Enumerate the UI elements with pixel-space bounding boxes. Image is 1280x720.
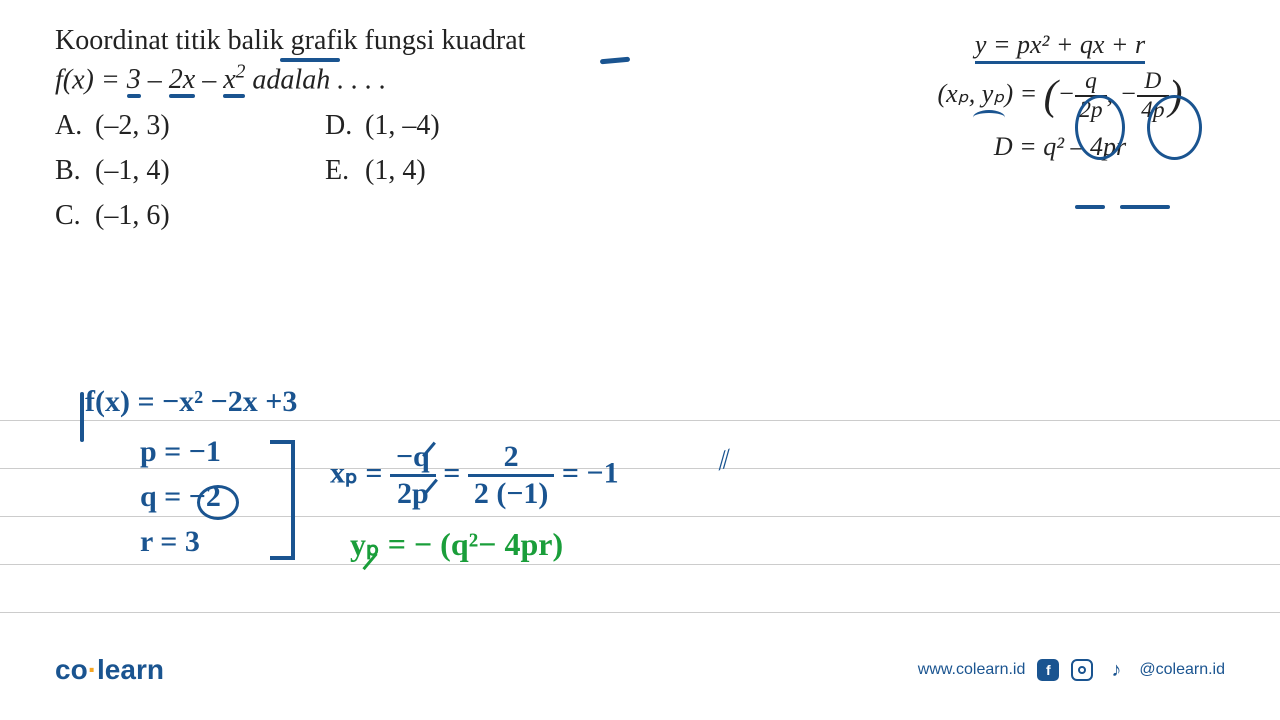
hw-fx: f(x) = −x² −2x +3 — [85, 385, 297, 419]
hw-q: q = −2 — [140, 480, 221, 514]
fx-bracket — [80, 392, 84, 442]
adalah: adalah . . . . — [245, 64, 386, 95]
option-a: A.(–2, 3) — [55, 104, 325, 149]
term-xsq: x2 — [223, 64, 245, 95]
option-d: D.(1, –4) — [325, 104, 595, 149]
formula-y: y = px² + qx + r — [910, 30, 1210, 60]
arc-xpyp — [973, 110, 1005, 125]
logo-dot-icon: · — [88, 654, 97, 685]
term-2x: 2x — [169, 64, 195, 95]
hw-p: p = −1 — [140, 435, 221, 469]
tiktok-icon: ♪ — [1105, 659, 1127, 681]
footer-url: www.colearn.id — [918, 661, 1026, 679]
term-3: 3 — [127, 64, 141, 95]
facebook-icon: f — [1037, 659, 1059, 681]
hw-r: r = 3 — [140, 525, 200, 559]
formula-reference: y = px² + qx + r (xₚ, yₚ) = (−q2p, −D4p)… — [910, 30, 1210, 162]
formula-vertex: (xₚ, yₚ) = (−q2p, −D4p) — [910, 68, 1210, 124]
fx-prefix: f(x) = — [55, 64, 127, 95]
hw-yp: yₚ = − (q²− 4pr) — [350, 525, 563, 563]
logo: co·learn — [55, 654, 164, 686]
question-line1: Koordinat titik balik grafik fungsi kuad… — [55, 20, 655, 62]
footer: co·learn www.colearn.id f ♪ @colearn.id — [0, 645, 1280, 695]
bracket-pqr — [270, 440, 295, 560]
options-grid: A.(–2, 3) D.(1, –4) B.(–1, 4) E.(1, 4) C… — [55, 104, 655, 238]
logo-co: co — [55, 654, 88, 685]
underline-balik — [280, 58, 340, 62]
formula-d: D = q² – 4pr — [910, 132, 1210, 162]
option-b: B.(–1, 4) — [55, 149, 325, 194]
underline-4pr — [1120, 205, 1170, 209]
hw-xp: xₚ = −q 2p = 2 2 (−1) = −1 — [330, 440, 619, 511]
footer-handle: @colearn.id — [1139, 661, 1225, 679]
logo-learn: learn — [97, 654, 164, 685]
question-line2: f(x) = 3 – 2x – x2 adalah . . . . — [55, 62, 655, 96]
option-c: C.(–1, 6) — [55, 194, 325, 239]
footer-right: www.colearn.id f ♪ @colearn.id — [918, 659, 1225, 681]
question-block: Koordinat titik balik grafik fungsi kuad… — [55, 20, 655, 239]
instagram-icon — [1071, 659, 1093, 681]
underline-q2 — [1075, 205, 1105, 209]
option-e: E.(1, 4) — [325, 149, 595, 194]
